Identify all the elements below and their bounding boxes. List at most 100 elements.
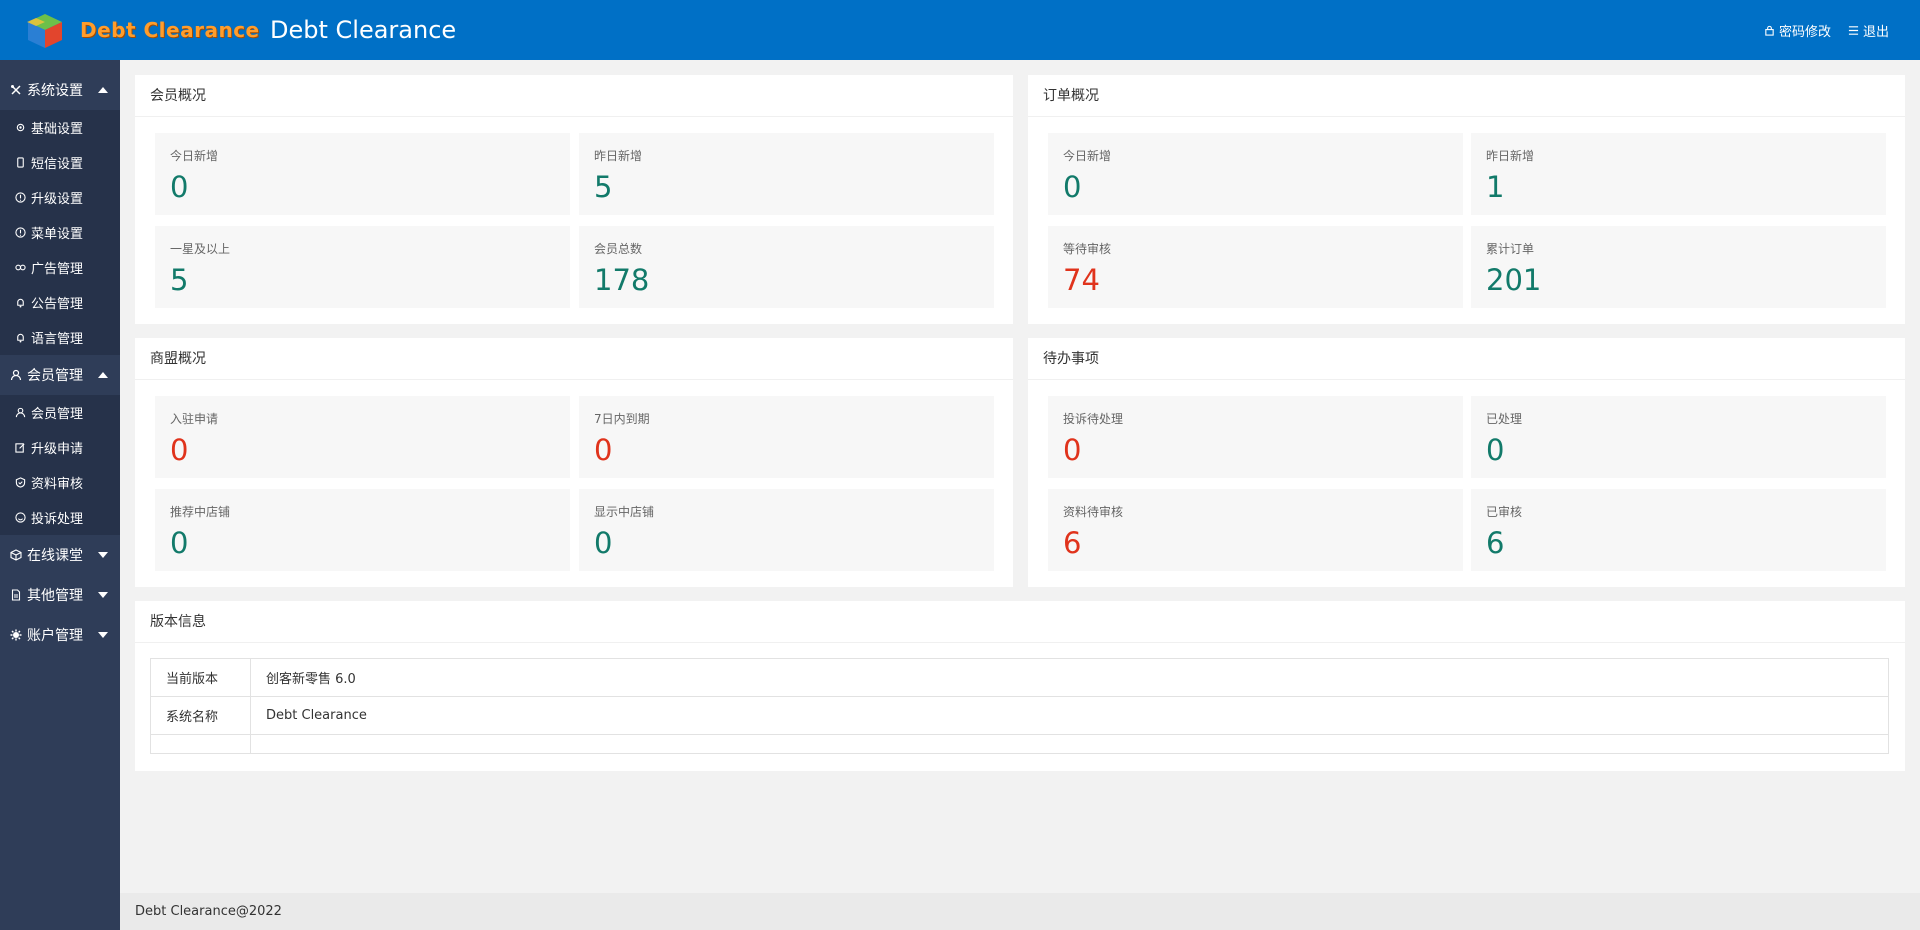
sidebar-group-other-management[interactable]: 其他管理 — [0, 575, 120, 615]
top-header: Debt Clearance Debt Clearance 密码修改 退出 — [0, 0, 1920, 60]
sidebar-item-members[interactable]: 会员管理 — [0, 395, 120, 430]
sidebar-group-online-classroom[interactable]: 在线课堂 — [0, 535, 120, 575]
card-title: 待办事项 — [1028, 338, 1905, 380]
stat-label: 昨日新增 — [1486, 149, 1535, 163]
gear-icon — [15, 122, 26, 133]
stat-value: 6 — [1063, 526, 1082, 560]
card-title: 订单概况 — [1028, 75, 1905, 117]
lock-icon — [1765, 25, 1774, 36]
sidebar-item-ad-management[interactable]: 广告管理 — [0, 250, 120, 285]
table-key — [150, 734, 251, 754]
sidebar-item-label: 升级设置 — [31, 192, 84, 207]
stat-label: 已处理 — [1486, 412, 1523, 426]
stat-tile[interactable]: 7日内到期 0 — [579, 396, 994, 478]
chevron-up-icon — [98, 372, 108, 378]
footer: Debt Clearance@2022 — [120, 893, 1920, 930]
stat-tile[interactable]: 已处理 0 — [1471, 396, 1886, 478]
link-icon — [15, 262, 26, 273]
sidebar-submenu-members: 会员管理 升级申请 资料审核 投诉处理 — [0, 395, 120, 535]
stat-label: 资料待审核 — [1063, 505, 1124, 519]
sidebar-item-label: 菜单设置 — [31, 227, 84, 242]
sidebar-item-label: 会员管理 — [31, 407, 84, 422]
sidebar-item-label: 短信设置 — [31, 157, 84, 172]
change-password-link[interactable]: 密码修改 — [1764, 21, 1831, 40]
order-overview-card: 订单概况 今日新增 0 昨日新增 1 等待审核 74 累计订单 201 — [1028, 75, 1905, 324]
file-icon — [10, 589, 22, 601]
sidebar-item-label: 升级申请 — [31, 442, 84, 457]
logout-link[interactable]: 退出 — [1848, 21, 1889, 40]
stat-label: 累计订单 — [1486, 242, 1535, 256]
sidebar-item-upgrade-settings[interactable]: 升级设置 — [0, 180, 120, 215]
sidebar-item-upgrade-requests[interactable]: 升级申请 — [0, 430, 120, 465]
sidebar-item-label: 广告管理 — [31, 262, 84, 277]
stat-tile[interactable]: 显示中店铺 0 — [579, 489, 994, 571]
sidebar: 系统设置 基础设置 短信设置 升级设置 菜单设置 广告管理 公告管理 — [0, 60, 120, 930]
sidebar-group-label: 系统设置 — [27, 83, 83, 99]
stat-label: 已审核 — [1486, 505, 1523, 519]
stat-value: 0 — [170, 433, 189, 467]
stat-tile[interactable]: 等待审核 74 — [1048, 226, 1463, 308]
table-row — [150, 734, 1889, 754]
stat-label: 7日内到期 — [594, 412, 650, 426]
merchant-overview-card: 商盟概况 入驻申请 0 7日内到期 0 推荐中店铺 0 显示中店铺 0 — [135, 338, 1013, 587]
shield-icon — [15, 477, 26, 488]
stat-value: 0 — [170, 170, 189, 204]
sidebar-group-member-management[interactable]: 会员管理 — [0, 355, 120, 395]
version-table: 当前版本 创客新零售 6.0 系统名称 Debt Clearance — [150, 658, 1889, 754]
stat-value: 1 — [1486, 170, 1505, 204]
stat-tile[interactable]: 昨日新增 1 — [1471, 133, 1886, 215]
sidebar-item-basic-settings[interactable]: 基础设置 — [0, 110, 120, 145]
sidebar-group-system-settings[interactable]: 系统设置 — [0, 70, 120, 110]
stat-tile[interactable]: 入驻申请 0 — [155, 396, 570, 478]
table-value: 创客新零售 6.0 — [250, 658, 1889, 697]
sidebar-group-label: 在线课堂 — [27, 548, 83, 564]
stat-value: 178 — [594, 263, 650, 297]
logo-cube-icon — [27, 14, 62, 48]
table-row: 系统名称 Debt Clearance — [150, 696, 1889, 735]
stat-tile[interactable]: 推荐中店铺 0 — [155, 489, 570, 571]
stat-tile[interactable]: 昨日新增 5 — [579, 133, 994, 215]
stat-value: 0 — [594, 433, 613, 467]
sidebar-item-language-management[interactable]: 语言管理 — [0, 320, 120, 355]
stat-tile[interactable]: 投诉待处理 0 — [1048, 396, 1463, 478]
stat-label: 投诉待处理 — [1063, 412, 1124, 426]
stat-label: 入驻申请 — [170, 412, 219, 426]
sidebar-item-menu-settings[interactable]: 菜单设置 — [0, 215, 120, 250]
sidebar-group-account-management[interactable]: 账户管理 — [0, 615, 120, 655]
stat-tile[interactable]: 累计订单 201 — [1471, 226, 1886, 308]
stat-label: 今日新增 — [170, 149, 219, 163]
stat-value: 201 — [1486, 263, 1542, 297]
version-info-card: 版本信息 当前版本 创客新零售 6.0 系统名称 Debt Clearance — [135, 601, 1905, 771]
stat-value: 74 — [1063, 263, 1100, 297]
sidebar-item-sms-settings[interactable]: 短信设置 — [0, 145, 120, 180]
stat-label: 一星及以上 — [170, 242, 231, 256]
todo-card: 待办事项 投诉待处理 0 已处理 0 资料待审核 6 已审核 6 — [1028, 338, 1905, 587]
stat-tile[interactable]: 会员总数 178 — [579, 226, 994, 308]
stat-tile[interactable]: 今日新增 0 — [1048, 133, 1463, 215]
stat-label: 推荐中店铺 — [170, 505, 231, 519]
stat-tile[interactable]: 资料待审核 6 — [1048, 489, 1463, 571]
sidebar-group-label: 账户管理 — [27, 628, 83, 644]
cube-icon — [10, 549, 22, 561]
sidebar-group-label: 会员管理 — [27, 368, 83, 384]
stat-value: 0 — [1063, 170, 1082, 204]
change-password-label: 密码修改 — [1779, 25, 1832, 40]
stat-tile[interactable]: 一星及以上 5 — [155, 226, 570, 308]
phone-icon — [15, 157, 26, 168]
stat-value: 5 — [170, 263, 189, 297]
chevron-down-icon — [98, 592, 108, 598]
sidebar-item-label: 投诉处理 — [31, 512, 84, 527]
sidebar-item-complaints[interactable]: 投诉处理 — [0, 500, 120, 535]
table-key: 当前版本 — [150, 658, 251, 697]
sidebar-item-profile-review[interactable]: 资料审核 — [0, 465, 120, 500]
table-value: Debt Clearance — [250, 696, 1889, 735]
stat-tile[interactable]: 今日新增 0 — [155, 133, 570, 215]
gear-icon — [10, 629, 22, 641]
sidebar-item-label: 公告管理 — [31, 297, 84, 312]
logo-text: Debt Clearance — [80, 18, 260, 42]
card-title: 版本信息 — [135, 601, 1905, 643]
stat-label: 昨日新增 — [594, 149, 643, 163]
stat-tile[interactable]: 已审核 6 — [1471, 489, 1886, 571]
stat-value: 0 — [594, 526, 613, 560]
sidebar-item-notice-management[interactable]: 公告管理 — [0, 285, 120, 320]
